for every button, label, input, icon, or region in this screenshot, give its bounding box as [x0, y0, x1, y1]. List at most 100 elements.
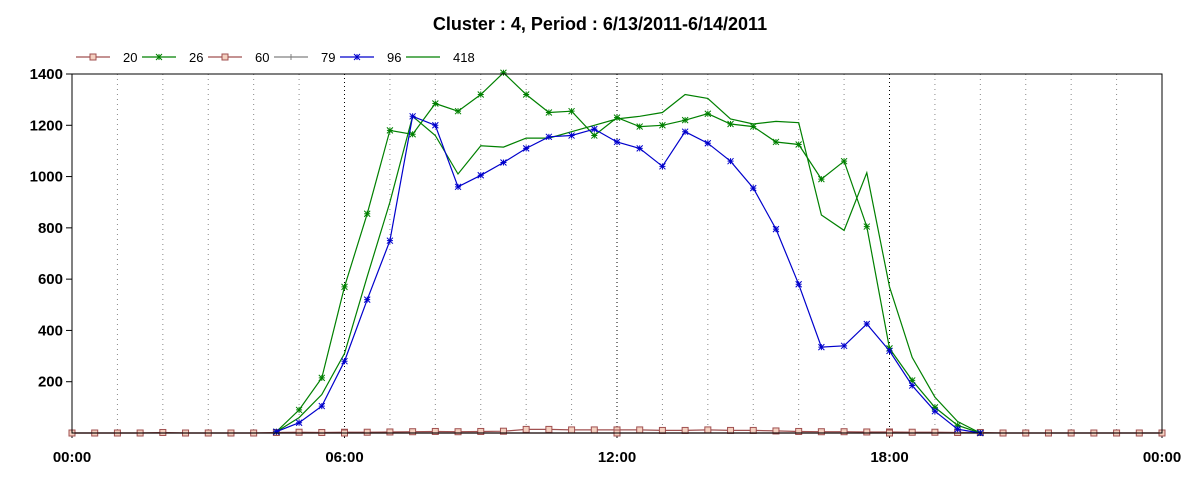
- data-point: [454, 428, 462, 436]
- y-tick-label: 1400: [30, 66, 63, 83]
- data-point: [863, 428, 871, 436]
- data-point: [659, 162, 666, 170]
- data-point: [886, 347, 893, 355]
- data-point: [89, 53, 97, 61]
- data-point: [772, 138, 780, 146]
- data-point: [353, 53, 361, 61]
- data-point: [590, 132, 598, 139]
- y-tick-label: 1200: [30, 117, 63, 134]
- x-tick-label: 00:00: [53, 449, 91, 466]
- data-point: [568, 426, 576, 434]
- data-point: [363, 210, 371, 218]
- data-point: [155, 53, 163, 61]
- data-point: [318, 374, 326, 382]
- data-point: [386, 127, 394, 134]
- y-tick-label: 800: [38, 220, 63, 237]
- data-point: [221, 53, 229, 61]
- x-tick-label: 00:00: [1143, 449, 1181, 466]
- data-point: [363, 296, 371, 304]
- data-point: [318, 402, 326, 410]
- data-point: [409, 112, 416, 120]
- data-point: [477, 171, 485, 179]
- data-point: [545, 109, 553, 116]
- data-point: [863, 223, 871, 230]
- series-26: [273, 69, 984, 437]
- data-point: [659, 121, 666, 129]
- data-point: [477, 427, 485, 435]
- data-point: [636, 123, 644, 130]
- data-point: [409, 130, 416, 138]
- data-point: [727, 120, 734, 128]
- data-point: [931, 428, 939, 436]
- data-point: [431, 427, 439, 435]
- data-point: [500, 159, 507, 166]
- data-point: [454, 183, 462, 191]
- data-point: [590, 125, 598, 133]
- data-point: [931, 407, 939, 415]
- data-point: [522, 145, 530, 152]
- data-point: [908, 377, 916, 384]
- data-point: [931, 404, 939, 411]
- data-point: [295, 406, 303, 414]
- y-tick-label: 200: [38, 374, 63, 391]
- data-point: [704, 110, 712, 118]
- data-point: [431, 100, 439, 107]
- data-point: [288, 54, 294, 60]
- x-tick-label: 06:00: [325, 449, 363, 466]
- data-point: [704, 426, 712, 434]
- data-point: [477, 91, 485, 98]
- data-point: [568, 132, 575, 139]
- data-point: [840, 428, 848, 436]
- data-point: [818, 175, 825, 183]
- data-point: [749, 123, 757, 130]
- data-point: [386, 428, 394, 436]
- data-point: [522, 425, 530, 433]
- data-point: [772, 225, 780, 233]
- data-point: [704, 139, 712, 147]
- data-point: [817, 428, 825, 436]
- legend: 20 26 60 79 96 418: [76, 50, 475, 65]
- data-point: [636, 145, 644, 152]
- legend-item: 60: [208, 50, 269, 65]
- y-tick-label: 600: [38, 271, 63, 288]
- series-line: [276, 115, 981, 434]
- data-point: [772, 427, 780, 435]
- data-point: [954, 425, 961, 433]
- data-point: [795, 141, 803, 148]
- data-point: [499, 427, 507, 435]
- legend-label: 60: [255, 50, 269, 65]
- y-tick-label: 400: [38, 322, 63, 339]
- series-line: [275, 71, 981, 434]
- data-point: [818, 343, 825, 351]
- data-point: [545, 133, 553, 141]
- data-point: [454, 107, 462, 115]
- legend-item: 96: [340, 50, 401, 65]
- legend-label: 20: [123, 50, 137, 65]
- data-point: [681, 116, 689, 124]
- legend-item: 26: [142, 50, 203, 65]
- data-point: [590, 426, 598, 434]
- x-tick-label: 18:00: [870, 449, 908, 466]
- data-point: [840, 157, 848, 165]
- data-point: [681, 128, 689, 136]
- legend-label: 79: [321, 50, 335, 65]
- data-point: [273, 428, 280, 436]
- y-tick-label: 1000: [30, 169, 63, 186]
- grid: [116, 74, 1118, 433]
- data-point: [908, 428, 916, 436]
- data-point: [613, 114, 621, 121]
- series-96: [273, 112, 984, 437]
- data-point: [295, 419, 303, 427]
- data-point: [727, 157, 734, 165]
- data-point: [500, 69, 507, 77]
- data-point: [341, 357, 348, 365]
- data-point: [409, 428, 417, 436]
- data-point: [295, 428, 303, 436]
- data-point: [386, 237, 394, 245]
- data-point: [954, 421, 961, 429]
- legend-item: 79: [274, 50, 335, 65]
- legend-item: 20: [76, 50, 137, 65]
- data-point: [908, 382, 916, 389]
- data-point: [545, 425, 553, 433]
